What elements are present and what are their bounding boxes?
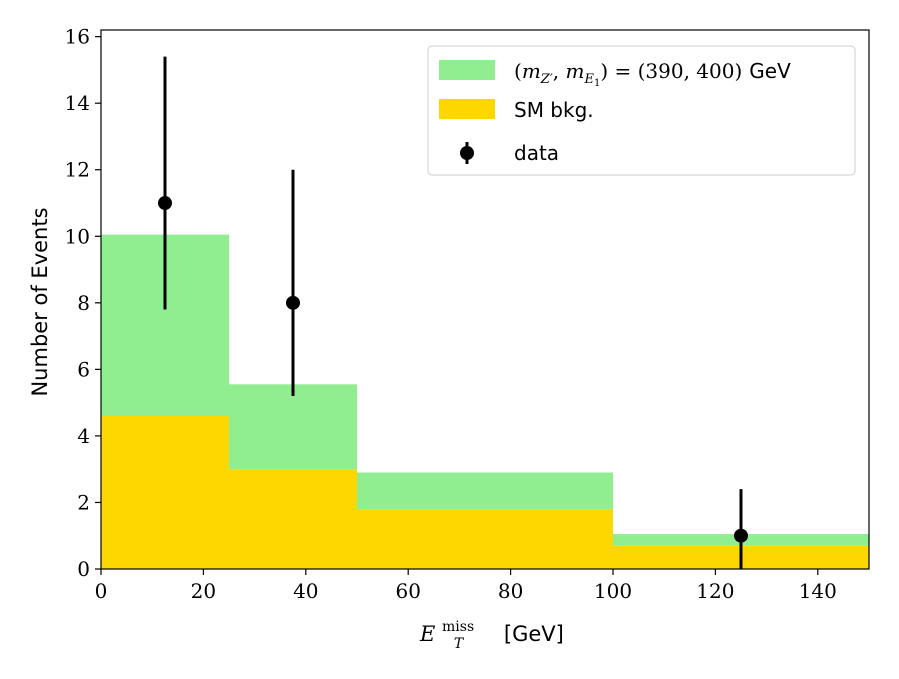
legend-signal-m2: m [565, 59, 584, 83]
legend-data-marker [460, 146, 474, 160]
legend-swatch-signal [439, 60, 495, 80]
y-axis-ticks: 0 2 4 6 8 10 12 14 16 [65, 25, 101, 581]
legend-label-background: SM bkg. [514, 98, 594, 122]
legend-signal-m2-sub: E [583, 72, 594, 87]
legend-signal-values: ) = (390, 400) [600, 59, 742, 83]
legend-signal-m1-sub: Z′ [540, 72, 553, 87]
legend-signal-m1: m [522, 59, 541, 83]
legend-label-signal: (mZ′, mE1) = (390, 400) GeV [514, 59, 791, 89]
x-axis-label-subscript: T [454, 636, 465, 652]
y-tick-label-2: 2 [77, 490, 90, 514]
y-tick-label-8: 8 [77, 291, 90, 315]
y-tick-label-6: 6 [77, 357, 90, 381]
x-tick-label-20: 20 [191, 579, 216, 603]
bar-background-bin-1 [101, 415, 229, 569]
legend: (mZ′, mE1) = (390, 400) GeV SM bkg. data [427, 45, 856, 176]
x-axis-label-unit: [GeV] [504, 622, 564, 646]
legend-signal-comma: , [553, 59, 566, 83]
x-tick-label-80: 80 [498, 579, 523, 603]
legend-signal-open: ( [514, 59, 522, 83]
legend-signal-unit: GeV [749, 59, 791, 83]
x-axis-label: E miss T [GeV] [419, 612, 564, 653]
bar-background-bin-3 [357, 509, 613, 569]
x-tick-label-60: 60 [395, 579, 420, 603]
data-point-3 [734, 528, 748, 543]
x-axis-label-superscript: miss [442, 619, 474, 635]
legend-swatch-background [439, 99, 495, 119]
y-tick-label-10: 10 [65, 224, 90, 248]
data-point-2 [286, 295, 300, 310]
x-tick-label-140: 140 [799, 579, 837, 603]
legend-box [427, 45, 856, 176]
bar-signal-bin-2 [229, 384, 357, 470]
y-tick-label-12: 12 [65, 158, 90, 182]
data-point-1 [158, 196, 172, 211]
stacked-bars [101, 234, 869, 569]
x-axis-ticks: 0 20 40 60 80 100 120 140 [95, 569, 837, 603]
bar-background-bin-2 [229, 469, 357, 569]
plot-frame [100, 29, 870, 570]
x-axis-label-symbol: E [419, 622, 435, 646]
x-tick-label-40: 40 [293, 579, 318, 603]
y-tick-label-16: 16 [65, 25, 90, 49]
y-axis-label: Number of Events [28, 207, 52, 396]
x-tick-label-100: 100 [594, 579, 632, 603]
x-tick-label-0: 0 [95, 579, 108, 603]
x-tick-label-120: 120 [696, 579, 734, 603]
y-tick-label-4: 4 [77, 424, 90, 448]
legend-signal-m2-subsub: 1 [594, 78, 600, 89]
legend-label-data: data [514, 141, 559, 165]
data-points [158, 56, 748, 569]
y-tick-label-14: 14 [65, 91, 90, 115]
bar-signal-bin-3 [357, 472, 613, 510]
y-tick-label-0: 0 [77, 557, 90, 581]
